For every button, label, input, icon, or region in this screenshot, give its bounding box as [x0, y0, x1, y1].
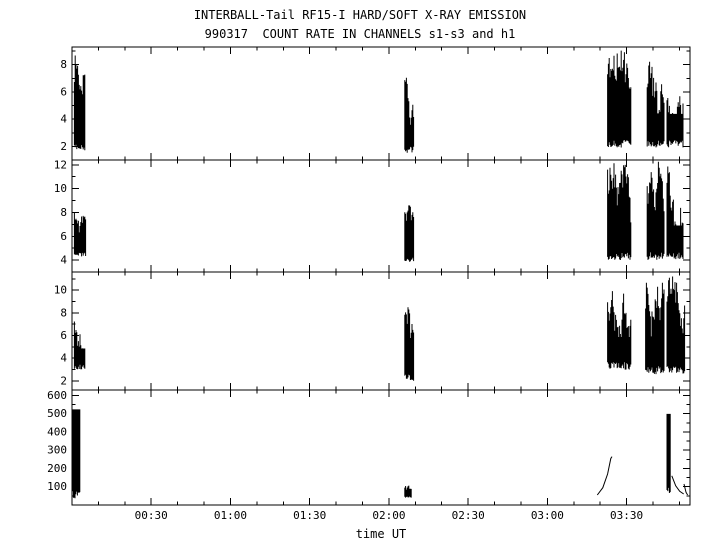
burst-s1-1 — [404, 77, 415, 153]
burst-h1-1 — [404, 485, 412, 498]
burst-s3-4 — [666, 276, 686, 374]
burst-s2-2 — [607, 163, 632, 260]
y-tick-label: 200 — [47, 462, 67, 475]
burst-h1-0 — [72, 409, 81, 499]
burst-s1-2 — [607, 50, 632, 148]
burst-s1-3 — [646, 61, 665, 148]
x-tick-label: 03:30 — [610, 509, 643, 522]
y-tick-label: 8 — [60, 306, 67, 319]
burst-s2-1 — [404, 205, 415, 262]
y-tick-label: 400 — [47, 425, 67, 438]
trace-h1-2 — [596, 456, 613, 496]
x-tick-label: 01:00 — [214, 509, 247, 522]
burst-s3-2 — [607, 291, 632, 370]
y-tick-label: 10 — [54, 182, 67, 195]
panel-frame-s3 — [71, 271, 691, 391]
y-tick-label: 6 — [60, 85, 67, 98]
panel-frame-s1 — [71, 46, 691, 161]
y-tick-label: 6 — [60, 329, 67, 342]
panel-frame-s2 — [71, 159, 691, 273]
y-tick-label: 4 — [60, 113, 67, 126]
y-tick-label: 100 — [47, 480, 67, 493]
burst-s2-0 — [73, 212, 87, 257]
y-tick-label: 2 — [60, 374, 67, 387]
y-tick-label: 300 — [47, 444, 67, 457]
x-tick-label: 02:30 — [452, 509, 485, 522]
burst-s3-0 — [73, 321, 86, 370]
y-tick-label: 6 — [60, 230, 67, 243]
y-tick-label: 4 — [60, 352, 67, 365]
y-tick-label: 2 — [60, 140, 67, 153]
y-tick-label: 8 — [60, 58, 67, 71]
x-tick-label: 02:00 — [372, 509, 405, 522]
burst-s2-4 — [666, 166, 684, 260]
burst-h1-3 — [666, 413, 671, 493]
burst-s3-1 — [404, 307, 415, 381]
y-tick-label: 8 — [60, 206, 67, 219]
panel-frame-h1 — [71, 389, 691, 506]
trace-h1-5 — [683, 483, 689, 496]
y-tick-label: 600 — [47, 389, 67, 402]
y-tick-label: 12 — [54, 158, 67, 171]
burst-s1-0 — [73, 55, 86, 151]
trace-h1-4 — [671, 475, 684, 495]
chart-subtitle: 990317 COUNT RATE IN CHANNELS s1-s3 and … — [204, 27, 516, 41]
x-tick-label: 01:30 — [293, 509, 326, 522]
x-tick-label: 00:30 — [135, 509, 168, 522]
panel-ticks-s3 — [72, 272, 690, 390]
x-tick-label: 03:00 — [531, 509, 564, 522]
y-tick-label: 4 — [60, 254, 67, 267]
x-axis-label: time UT — [355, 527, 407, 541]
y-tick-label: 500 — [47, 407, 67, 420]
chart-title: INTERBALL-Tail RF15-I HARD/SOFT X-RAY EM… — [193, 8, 527, 22]
panel-ticks-s2 — [72, 160, 690, 273]
y-tick-label: 10 — [54, 284, 67, 297]
burst-s3-3 — [645, 282, 665, 375]
burst-s2-3 — [646, 161, 665, 260]
burst-s1-4 — [666, 96, 684, 148]
